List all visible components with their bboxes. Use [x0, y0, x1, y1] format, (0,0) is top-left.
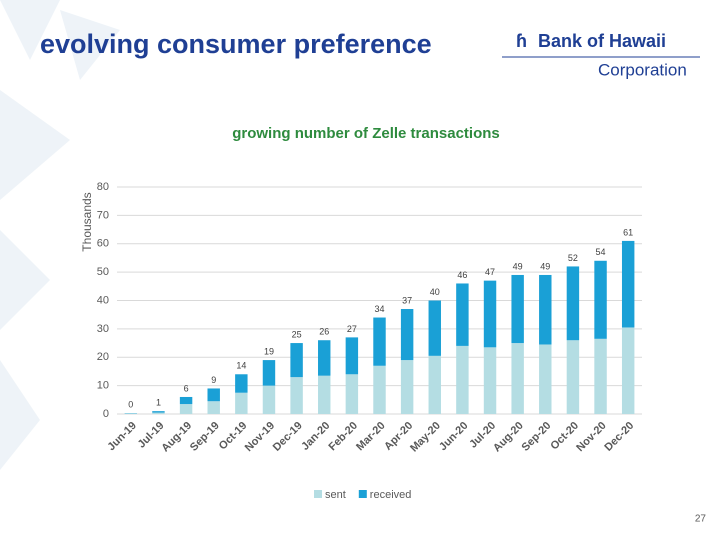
bar-segment — [345, 337, 359, 375]
bar-segment — [179, 396, 193, 405]
x-tick-label: Jun-19 — [105, 420, 139, 454]
y-tick-label: 80 — [97, 181, 109, 193]
bar-segment — [400, 309, 414, 361]
total-label: 9 — [211, 375, 216, 385]
x-tick-label: Aug-19 — [159, 420, 194, 455]
total-label: 61 — [623, 227, 633, 237]
bar-segment — [621, 327, 635, 414]
total-label: 47 — [485, 267, 495, 277]
total-label: 25 — [292, 329, 302, 339]
background-decoration — [0, 0, 120, 470]
bar-segment — [373, 317, 386, 366]
y-tick-label: 10 — [97, 380, 109, 392]
bar-segment — [262, 360, 276, 386]
bar-segment — [594, 338, 607, 414]
bar-segment — [621, 240, 635, 328]
bar-segment — [235, 374, 248, 393]
total-label: 0 — [128, 400, 133, 410]
bar-segment — [179, 404, 193, 414]
bar-segment — [290, 343, 303, 378]
x-tick-label: Jun-20 — [437, 420, 471, 454]
total-label: 54 — [596, 247, 606, 257]
bar-segment — [511, 343, 524, 414]
bar-segment — [152, 412, 165, 414]
bar-segment — [428, 355, 441, 414]
total-label: 1 — [156, 398, 161, 408]
bar-segment — [428, 300, 441, 356]
legend-swatch — [358, 490, 367, 498]
total-label: 40 — [430, 287, 440, 297]
y-axis-title: Thousands — [80, 192, 94, 251]
bar-segment — [318, 340, 331, 376]
total-label: 49 — [513, 261, 523, 271]
legend-swatch — [314, 490, 322, 498]
bar-segment — [566, 340, 580, 414]
bar-segment — [290, 377, 303, 414]
total-label: 19 — [264, 346, 274, 356]
y-tick-label: 0 — [103, 408, 109, 420]
logo-mark: ɦ — [516, 31, 527, 51]
total-label: 49 — [540, 261, 550, 271]
bar-segment — [207, 388, 220, 402]
chart-title: growing number of Zelle transactions — [232, 125, 500, 142]
bar-segment — [511, 274, 524, 344]
y-tick-label: 60 — [97, 238, 109, 250]
total-label: 37 — [402, 295, 412, 305]
total-label: 46 — [457, 270, 467, 280]
bar-segment — [400, 360, 414, 414]
logo-name: Bank of Hawaii — [538, 31, 666, 51]
logo: ɦ Bank of Hawaii Corporation — [502, 31, 700, 79]
bar-segment — [483, 347, 497, 414]
x-tick-label: Sep-20 — [519, 420, 553, 454]
bar-segment — [262, 385, 276, 414]
slide-title: evolving consumer preference — [40, 29, 432, 59]
total-label: 27 — [347, 324, 357, 334]
x-tick-label: Nov-19 — [243, 420, 277, 454]
x-tick-label: May-20 — [408, 420, 443, 455]
bar-segment — [207, 401, 220, 414]
x-tick-label: Dec-19 — [271, 420, 305, 454]
bar-segment — [594, 260, 607, 339]
y-tick-label: 50 — [97, 266, 109, 278]
bar-segment — [373, 365, 386, 414]
x-tick-label: Dec-20 — [602, 420, 636, 454]
bar-segment — [345, 374, 359, 414]
legend-label: received — [370, 489, 412, 501]
y-tick-label: 30 — [97, 323, 109, 335]
x-tick-label: Nov-20 — [574, 420, 608, 454]
x-tick-label: Feb-20 — [326, 420, 360, 454]
total-label: 14 — [236, 361, 246, 371]
total-label: 26 — [319, 327, 329, 337]
y-tick-label: 20 — [97, 351, 109, 363]
plot: 010203040506070800Jun-191Jul-196Aug-199S… — [97, 181, 642, 501]
bar-segment — [456, 345, 469, 414]
y-tick-label: 40 — [97, 294, 109, 306]
total-label: 6 — [184, 383, 189, 393]
x-tick-label: Aug-20 — [491, 420, 526, 455]
bar-segment — [152, 411, 165, 413]
bar-segment — [483, 280, 497, 348]
bar-segment — [539, 344, 552, 414]
y-tick-label: 70 — [97, 209, 109, 221]
bar-segment — [539, 274, 552, 345]
x-tick-label: Jan-20 — [299, 420, 332, 453]
logo-sub: Corporation — [598, 60, 687, 79]
bar-segment — [235, 392, 248, 414]
bar-segment — [456, 283, 469, 346]
total-label: 34 — [374, 304, 384, 314]
total-label: 52 — [568, 253, 578, 263]
bar-segment — [124, 413, 138, 414]
x-tick-label: Mar-20 — [354, 420, 388, 454]
page-number: 27 — [695, 514, 707, 525]
bar-segment — [566, 266, 580, 341]
legend-label: sent — [325, 489, 346, 501]
bar-segment — [318, 375, 331, 414]
x-tick-label: Sep-19 — [188, 420, 222, 454]
